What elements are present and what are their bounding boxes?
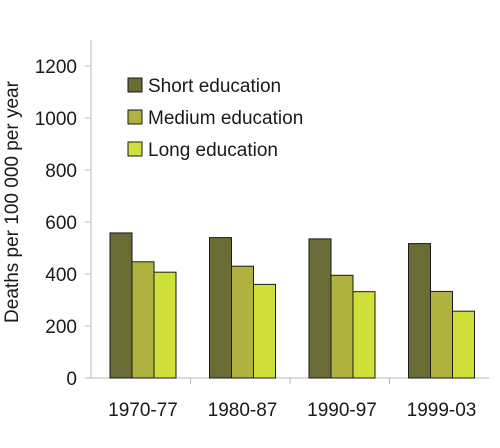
x-tick-label: 1980-87 [208, 400, 278, 421]
bar-long-education-1999-03 [452, 310, 475, 379]
bar-long-education-1980-87 [253, 283, 276, 379]
y-tick-label: 1000 [35, 109, 77, 130]
bar-short-education-1970-77 [109, 232, 133, 379]
bar-long-education-1990-97 [352, 291, 376, 379]
y-tick-label: 0 [66, 369, 77, 390]
bar-medium-education-1999-03 [430, 290, 453, 379]
y-axis-ticks: 0 200 400 600 800 1000 1200 [35, 57, 91, 390]
bar-short-education-1990-97 [308, 238, 332, 379]
bar-short-education-1999-03 [408, 243, 431, 379]
x-axis-ticks: 1970-77 1980-87 1990-97 1999-03 [108, 378, 476, 421]
legend-label: Long education [148, 140, 278, 161]
y-axis-title: Deaths per 100 000 per year [2, 80, 23, 323]
bar-medium-education-1980-87 [231, 265, 254, 379]
bar-medium-education-1970-77 [131, 261, 155, 379]
bar-long-education-1970-77 [153, 271, 177, 379]
y-tick-label: 200 [45, 317, 77, 338]
y-tick-label: 800 [45, 161, 77, 182]
y-tick-label: 600 [45, 213, 77, 234]
y-tick-label: 400 [45, 265, 77, 286]
legend-swatch [127, 141, 143, 157]
x-tick-label: 1970-77 [108, 400, 178, 421]
y-axis-title-group: Deaths per 100 000 per year [2, 80, 23, 323]
legend-label: Medium education [148, 108, 303, 129]
legend-swatch [127, 109, 143, 125]
x-tick-label: 1990-97 [307, 400, 377, 421]
legend-swatch [127, 77, 143, 93]
x-tick-label: 1999-03 [407, 400, 477, 421]
bar-short-education-1980-87 [209, 237, 232, 379]
bars [109, 232, 475, 379]
y-tick-label: 1200 [35, 57, 77, 78]
bar-medium-education-1990-97 [330, 274, 354, 379]
legend-label: Short education [148, 76, 281, 97]
legend: Short education Medium education Long educ… [127, 76, 303, 161]
